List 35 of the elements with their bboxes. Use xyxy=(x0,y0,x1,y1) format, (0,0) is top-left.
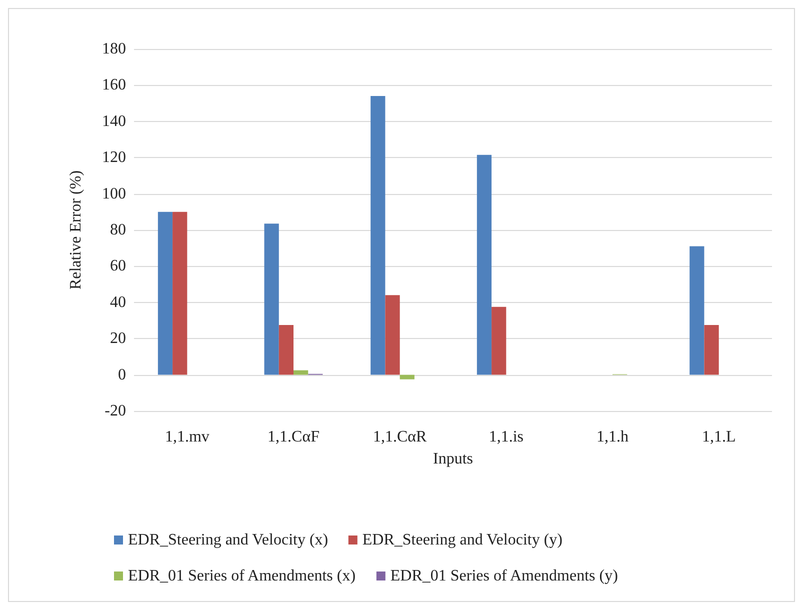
bar xyxy=(476,154,492,375)
legend-label: EDR_Steering and Velocity (y) xyxy=(362,532,563,548)
y-tick-label: 80 xyxy=(110,222,126,238)
y-tick-label: 60 xyxy=(110,258,126,275)
bar xyxy=(704,325,719,375)
bar xyxy=(158,212,173,375)
y-tick-label: 120 xyxy=(102,149,126,166)
bar xyxy=(492,306,506,375)
bar xyxy=(690,246,704,375)
x-tick-label: 1,1.h xyxy=(596,428,628,446)
y-tick-label: 140 xyxy=(102,112,126,130)
legend-label: EDR_01 Series of Amendments (y) xyxy=(390,568,618,584)
y-axis-title: Relative Error (%) xyxy=(68,170,84,290)
y-tick-label: 0 xyxy=(118,366,126,384)
bar xyxy=(294,370,308,375)
bar xyxy=(264,224,279,375)
x-tick-label: 1,1.CαF xyxy=(268,428,320,446)
y-tick-label: 20 xyxy=(110,330,126,348)
x-axis-title: Inputs xyxy=(433,450,473,468)
bar xyxy=(172,212,188,375)
y-tick-label: 40 xyxy=(110,294,126,311)
x-tick-label: 1,1.L xyxy=(702,428,736,446)
x-tick-label: 1,1.mv xyxy=(164,428,210,446)
y-tick-label: 180 xyxy=(102,40,126,58)
legend-label: EDR_01 Series of Amendments (x) xyxy=(128,568,356,584)
bar xyxy=(278,325,294,375)
x-tick-label: 1,1.CαR xyxy=(372,428,428,446)
bar xyxy=(385,295,400,375)
bar xyxy=(370,96,386,375)
y-tick-label: 160 xyxy=(102,76,126,94)
bar xyxy=(400,374,414,380)
x-tick-label: 1,1.is xyxy=(488,428,524,446)
y-tick-label: 100 xyxy=(102,185,126,202)
legend-label: EDR_Steering and Velocity (x) xyxy=(128,532,328,548)
y-tick-label: -20 xyxy=(104,402,126,420)
